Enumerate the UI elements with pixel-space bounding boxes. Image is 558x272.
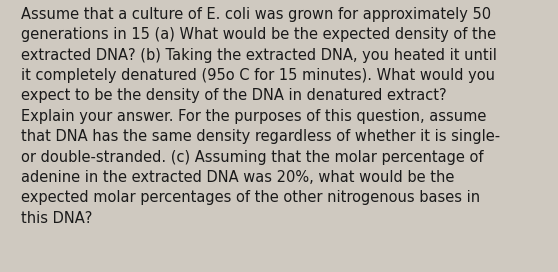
Text: Assume that a culture of E. coli was grown for approximately 50
generations in 1: Assume that a culture of E. coli was gro… <box>21 7 501 226</box>
